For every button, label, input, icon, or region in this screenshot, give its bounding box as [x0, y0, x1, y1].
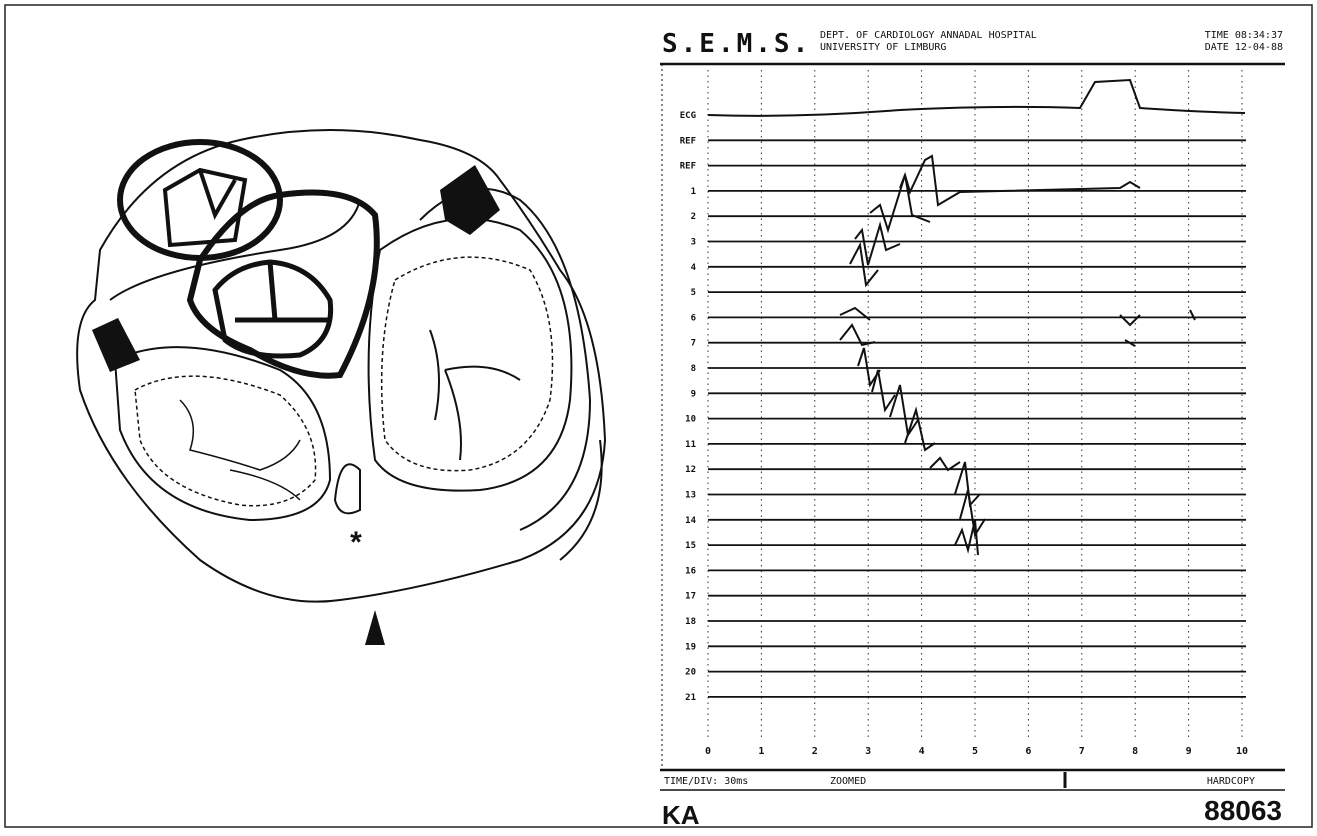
channel-label: 5: [691, 288, 696, 298]
channel-label: 11: [685, 440, 696, 450]
channel-label: 16: [685, 566, 696, 576]
figure: * S.E.M.S. DEPT. OF CARDIOLOGY ANNADAL H…: [0, 0, 1317, 832]
channel-label: 1: [691, 187, 696, 197]
timediv: TIME/DIV: 30ms: [664, 776, 748, 787]
x-tick-label: 6: [1025, 746, 1031, 757]
x-tick-label: 9: [1186, 746, 1192, 757]
channel-label: 2: [691, 212, 696, 222]
channel-label: REF: [680, 136, 696, 146]
channel-label: 7: [691, 339, 696, 349]
channel-label: 14: [685, 516, 696, 526]
channel-label: 19: [685, 642, 696, 652]
record-id: 88063: [1204, 795, 1282, 826]
time: TIME 08:34:37: [1205, 30, 1283, 41]
channel-label: 6: [691, 313, 696, 323]
hardcopy: HARDCOPY: [1207, 776, 1255, 787]
mode: ZOOMED: [830, 776, 866, 787]
x-tick-label: 5: [972, 746, 978, 757]
channel-label: 9: [691, 389, 696, 399]
x-tick-label: 7: [1079, 746, 1085, 757]
channel-label: 12: [685, 465, 696, 475]
channel-label: 21: [685, 693, 696, 703]
channel-label: 4: [691, 263, 697, 273]
x-tick-label: 4: [919, 746, 925, 757]
channel-label: 13: [685, 491, 696, 501]
dept: DEPT. OF CARDIOLOGY ANNADAL HOSPITAL: [820, 30, 1037, 41]
channel-label: REF: [680, 162, 696, 172]
asterisk: *: [350, 526, 362, 559]
x-tick-label: 3: [865, 746, 871, 757]
system-name: S.E.M.S.: [662, 29, 811, 59]
patient: KA: [662, 800, 700, 830]
channel-label: 10: [685, 415, 696, 425]
university: UNIVERSITY OF LIMBURG: [820, 42, 946, 53]
x-tick-label: 2: [812, 746, 818, 757]
channel-label: 20: [685, 668, 696, 678]
x-tick-label: 8: [1132, 746, 1138, 757]
channel-label: ECG: [680, 111, 696, 121]
frame: [5, 5, 1312, 827]
channel-label: 3: [691, 238, 696, 248]
channel-label: 15: [685, 541, 696, 551]
x-tick-label: 10: [1236, 746, 1248, 757]
date: DATE 12-04-88: [1205, 42, 1283, 53]
page: * S.E.M.S. DEPT. OF CARDIOLOGY ANNADAL H…: [0, 0, 1317, 836]
channel-label: 17: [685, 592, 696, 602]
channel-label: 8: [691, 364, 696, 374]
channel-label: 18: [685, 617, 696, 627]
x-tick-label: 1: [758, 746, 764, 757]
x-tick-label: 0: [705, 746, 711, 757]
